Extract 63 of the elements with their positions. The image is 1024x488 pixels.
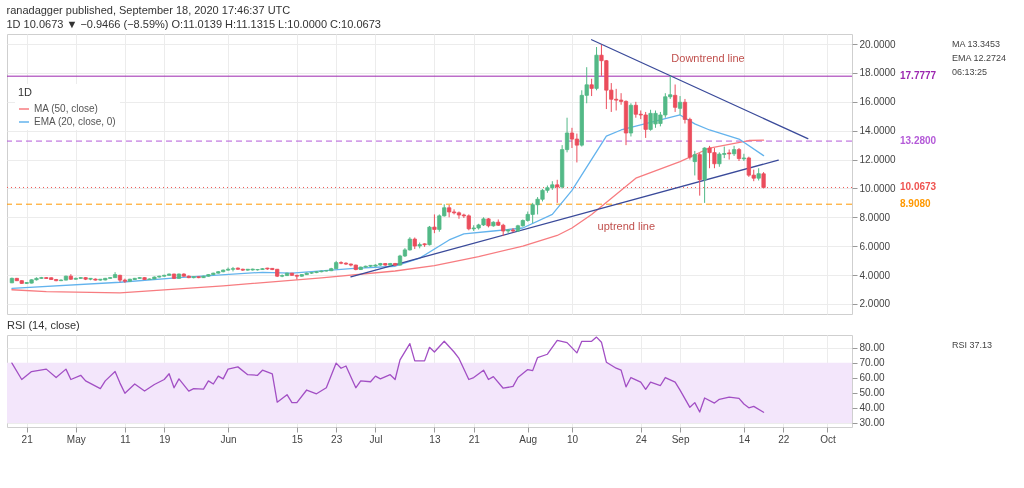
candlestick bbox=[569, 127, 575, 149]
ref-line-label: 10.0673 bbox=[900, 181, 937, 193]
x-tick-label: May bbox=[66, 433, 86, 445]
x-tick-label: 19 bbox=[159, 433, 171, 445]
y-tick-label: 10.0000 bbox=[859, 182, 897, 194]
legend-label: MA (50, close) bbox=[34, 103, 98, 114]
text: 06:13:25 bbox=[952, 67, 988, 77]
y-tick-label: 8.0000 bbox=[859, 211, 891, 223]
candlestick bbox=[673, 84, 678, 113]
line-series bbox=[11, 336, 765, 413]
x-tick-label: Oct bbox=[820, 433, 836, 445]
chart-title: ranadagger published, September 18, 2020 17:46:37 UTC bbox=[6, 4, 291, 16]
annotation: uptrend line bbox=[597, 220, 656, 233]
y-tick-label: 18.0000 bbox=[859, 67, 897, 79]
y-tick-label: 12.0000 bbox=[859, 154, 897, 166]
x-tick-label: 22 bbox=[778, 433, 790, 445]
chart-title: RSI (14, close) bbox=[7, 319, 80, 331]
candlestick bbox=[677, 95, 683, 116]
candlestick bbox=[741, 153, 747, 162]
annotation: Downtrend line bbox=[671, 51, 745, 64]
x-tick-label: 24 bbox=[635, 433, 648, 445]
candlestick bbox=[574, 133, 579, 163]
ref-line-label: 17.7777 bbox=[900, 70, 937, 82]
candlestick bbox=[731, 145, 737, 157]
y-tick-label: 2.0000 bbox=[859, 298, 891, 310]
line-series bbox=[11, 139, 765, 294]
y-tick-label: 14.0000 bbox=[859, 125, 897, 137]
x-tick-label: 21 bbox=[468, 433, 481, 445]
text: MA 13.3453 bbox=[952, 39, 1001, 49]
y-tick-label: 20.0000 bbox=[859, 38, 897, 50]
x-tick-label: Sep bbox=[671, 433, 690, 445]
candlestick bbox=[727, 148, 732, 161]
candlestick bbox=[230, 266, 236, 272]
y-tick-label: 6.0000 bbox=[859, 240, 891, 252]
x-tick-label: 13 bbox=[429, 433, 441, 445]
chart-subtitle: 1D 10.0673 ▼ −0.9466 (−8.59%) O:11.0139 H:11.1315 L:10.0000 C:10.0673 bbox=[6, 18, 381, 30]
x-tick-label: 23 bbox=[331, 433, 343, 445]
text: EMA 12.2724 bbox=[952, 53, 1007, 63]
legend-label: EMA (20, close, 0) bbox=[34, 116, 116, 127]
candlestick bbox=[692, 150, 697, 176]
candlestick bbox=[451, 208, 457, 215]
x-tick-label: Aug bbox=[519, 433, 538, 445]
x-tick-label: Jun bbox=[220, 433, 237, 445]
candlestick bbox=[432, 213, 437, 234]
text: RSI 37.13 bbox=[952, 340, 993, 350]
y-tick-label: 40.00 bbox=[859, 402, 885, 414]
y-tick-label: 4.0000 bbox=[859, 269, 891, 281]
x-tick-label: 11 bbox=[120, 433, 132, 445]
ref-line-label: 13.2800 bbox=[900, 135, 937, 147]
candlestick bbox=[555, 179, 560, 204]
y-tick-label: 50.00 bbox=[859, 387, 885, 399]
x-tick-label: 15 bbox=[291, 433, 304, 445]
y-tick-label: 16.0000 bbox=[859, 96, 897, 108]
y-tick-label: 60.00 bbox=[859, 372, 885, 384]
y-tick-label: 70.00 bbox=[859, 357, 885, 369]
x-tick-label: 10 bbox=[566, 433, 579, 445]
x-tick-label: 21 bbox=[21, 433, 34, 445]
x-tick-label: Jul bbox=[369, 433, 383, 445]
ref-line-label: 8.9080 bbox=[900, 198, 932, 210]
legend-title: 1D bbox=[18, 86, 33, 98]
y-tick-label: 30.00 bbox=[859, 417, 885, 429]
x-tick-label: 14 bbox=[738, 433, 751, 445]
y-tick-label: 80.00 bbox=[859, 342, 885, 354]
